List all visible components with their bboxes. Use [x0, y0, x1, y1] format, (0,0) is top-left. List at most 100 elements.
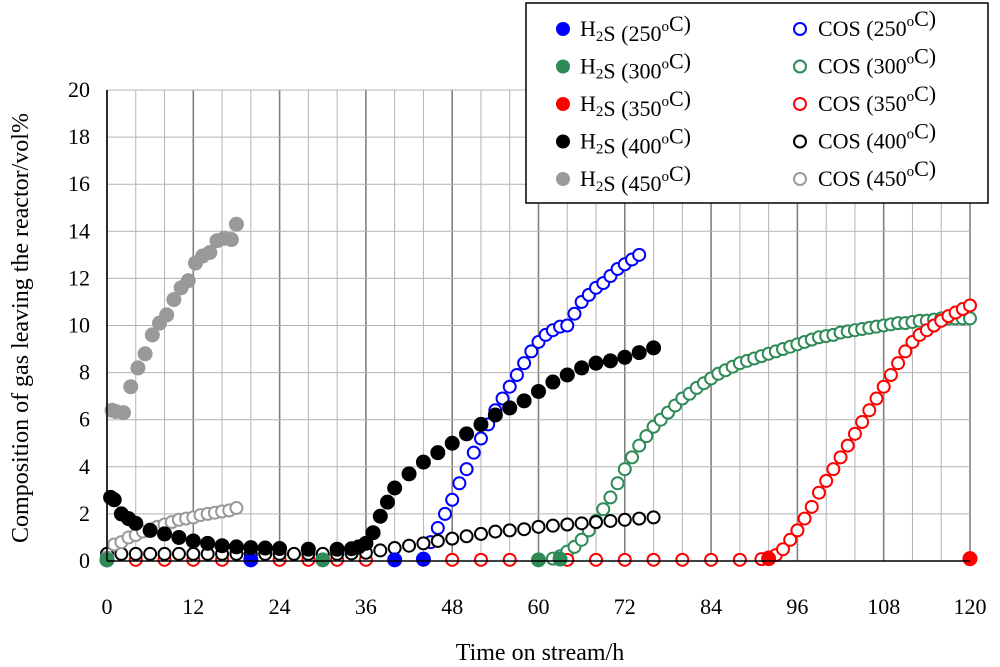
axes: [106, 90, 970, 562]
data-point: [157, 526, 173, 542]
y-tick-label: 16: [68, 171, 90, 196]
data-point: [617, 462, 632, 477]
data-point: [106, 492, 122, 508]
data-point: [116, 405, 132, 421]
legend-text: (300: [861, 54, 907, 79]
legend-text: COS: [818, 54, 861, 79]
data-point: [963, 298, 977, 313]
data-point: [811, 485, 826, 500]
x-tick-label: 96: [786, 594, 808, 619]
data-point: [372, 508, 388, 524]
data-point: [610, 476, 625, 491]
data-point: [826, 462, 841, 477]
data-point: [387, 541, 402, 556]
legend-text: (250: [861, 16, 907, 41]
legend-marker: [556, 134, 570, 149]
legend-item: COS (450oC): [793, 156, 936, 191]
data-point: [143, 546, 158, 561]
data-point: [589, 515, 604, 530]
x-tick-label: 24: [269, 594, 291, 619]
data-point: [200, 535, 216, 551]
data-point: [202, 244, 218, 260]
data-point: [379, 494, 395, 510]
legend-text: COS: [818, 166, 861, 191]
data-point: [862, 403, 877, 418]
data-point: [603, 490, 618, 505]
data-point: [365, 525, 381, 541]
data-point: [387, 480, 403, 496]
legend-item: COS (350oC): [793, 81, 936, 116]
data-point: [487, 407, 503, 423]
data-point: [180, 273, 196, 289]
legend-text: COS: [818, 129, 861, 154]
data-point: [466, 445, 481, 460]
data-point: [257, 540, 273, 556]
legend-text: COS: [818, 91, 861, 116]
data-point: [171, 529, 187, 545]
data-point: [387, 552, 403, 568]
data-point: [574, 532, 589, 547]
data-point: [373, 543, 388, 558]
legend-superscript: o: [661, 169, 669, 185]
data-point: [416, 536, 431, 551]
legend-text: H: [580, 16, 596, 41]
legend-marker: [793, 22, 807, 36]
x-tick-label: 12: [182, 594, 204, 619]
legend-box: [525, 2, 989, 204]
data-point: [883, 367, 898, 382]
legend-item: H2S (250oC): [556, 11, 691, 46]
y-tick-label: 8: [79, 360, 90, 385]
series-h2s-350oc-: [761, 551, 978, 567]
data-point: [855, 415, 870, 430]
data-point: [596, 502, 611, 517]
data-point: [869, 391, 884, 406]
data-point: [315, 552, 331, 568]
data-point: [639, 429, 654, 444]
legend-label: H2S (300oC): [580, 49, 691, 84]
y-tick-label: 0: [79, 548, 90, 573]
data-point: [617, 349, 633, 365]
y-tick-label: 20: [68, 77, 90, 102]
legend-text: H: [580, 54, 596, 79]
data-point: [157, 546, 172, 561]
data-point: [445, 552, 460, 567]
y-tick-label: 14: [68, 218, 90, 243]
data-point: [891, 356, 906, 371]
data-point: [603, 513, 618, 528]
data-point: [509, 367, 524, 382]
data-point: [272, 541, 288, 557]
data-point: [144, 327, 160, 343]
data-point: [488, 524, 503, 539]
legend-text: C): [669, 161, 691, 186]
legend-text: H: [580, 166, 596, 191]
data-point: [516, 393, 532, 409]
data-point: [545, 518, 560, 533]
data-point: [142, 522, 158, 538]
y-tick-label: 18: [68, 124, 90, 149]
data-point: [286, 546, 301, 561]
data-point: [632, 438, 647, 453]
data-point: [430, 445, 446, 461]
legend-text: (450: [861, 166, 907, 191]
data-point: [228, 216, 244, 232]
data-point: [704, 552, 719, 567]
x-tick-label: 60: [528, 594, 550, 619]
data-point: [552, 551, 568, 567]
legend-label: COS (300oC): [818, 44, 936, 79]
data-point: [560, 517, 575, 532]
legend-subscript: 2: [596, 142, 604, 158]
data-point: [833, 450, 848, 465]
legend-text: H: [580, 129, 596, 154]
data-point: [617, 512, 632, 527]
data-point: [632, 247, 647, 262]
legend-label: COS (350oC): [818, 81, 936, 116]
legend-text: C): [914, 6, 936, 31]
data-point: [401, 466, 417, 482]
legend-subscript: 2: [596, 179, 604, 195]
series-h2s-450oc-: [104, 216, 244, 421]
legend-item: H2S (400oC): [556, 124, 691, 159]
data-point: [502, 523, 517, 538]
data-point: [783, 532, 798, 547]
legend-superscript: o: [661, 57, 669, 73]
